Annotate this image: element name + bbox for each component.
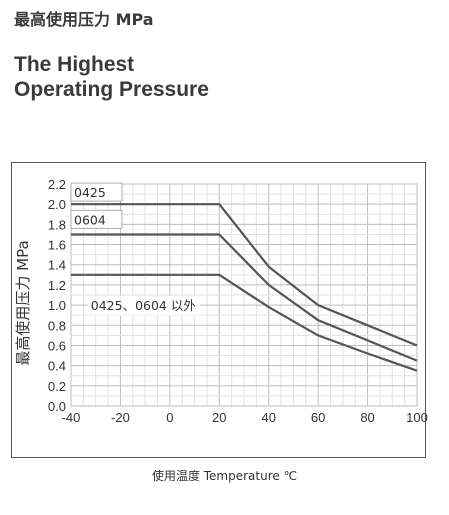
x-tick-label: 0 — [166, 410, 173, 425]
y-tick-label: 1.2 — [48, 278, 66, 293]
y-tick-label: 0.0 — [48, 399, 66, 414]
y-axis-label: 最高使用压力 MPa — [14, 240, 32, 365]
title-english: The Highest Operating Pressure — [14, 52, 209, 102]
series-annotation: 0425、0604 以外 — [91, 298, 197, 313]
x-tick-label: -40 — [62, 410, 81, 425]
chart-frame — [11, 162, 426, 458]
x-axis-label: 使用温度 Temperature ℃ — [151, 469, 298, 483]
series-line-3 — [71, 273, 418, 372]
title-english-line2: Operating Pressure — [14, 78, 209, 101]
series-line-1 — [71, 203, 418, 347]
series-line-2 — [71, 233, 418, 362]
y-tick-label: 0.4 — [48, 359, 66, 374]
y-tick-label: 1.6 — [48, 238, 66, 253]
series-annotation: 0425 — [74, 185, 106, 200]
y-tick-label: 2.0 — [48, 197, 66, 212]
x-tick-label: 40 — [261, 410, 275, 425]
annotation-box — [70, 209, 123, 229]
title-english-line1: The Highest — [14, 53, 135, 76]
y-tick-label: 1.4 — [48, 258, 66, 273]
series-annotation: 0604 — [74, 212, 106, 227]
y-tick-label: 0.8 — [48, 318, 66, 333]
y-tick-label: 0.6 — [48, 338, 66, 353]
y-tick-label: 1.8 — [48, 217, 66, 232]
y-tick-label: 2.2 — [48, 177, 66, 192]
x-tick-label: -20 — [111, 410, 130, 425]
annotation-box — [87, 296, 200, 316]
x-tick-label: 100 — [406, 410, 428, 425]
series-lines — [71, 203, 418, 372]
x-tick-label: 60 — [311, 410, 325, 425]
tick-labels: 0.0 0.2 0.4 0.6 0.8 1.0 1.2 1.4 1.6 1.8 2.0 2.2 -40 -… — [48, 177, 428, 425]
annotations: 0425 0604 0425、0604 以外 — [70, 182, 200, 316]
x-tick-label: 80 — [360, 410, 374, 425]
title-chinese: 最高使用压力 MPa — [14, 10, 154, 29]
y-tick-label: 0.2 — [48, 379, 66, 394]
x-tick-label: 20 — [212, 410, 226, 425]
annotation-box — [70, 182, 123, 202]
y-tick-label: 1.0 — [48, 298, 66, 313]
grid-layer — [70, 183, 418, 407]
